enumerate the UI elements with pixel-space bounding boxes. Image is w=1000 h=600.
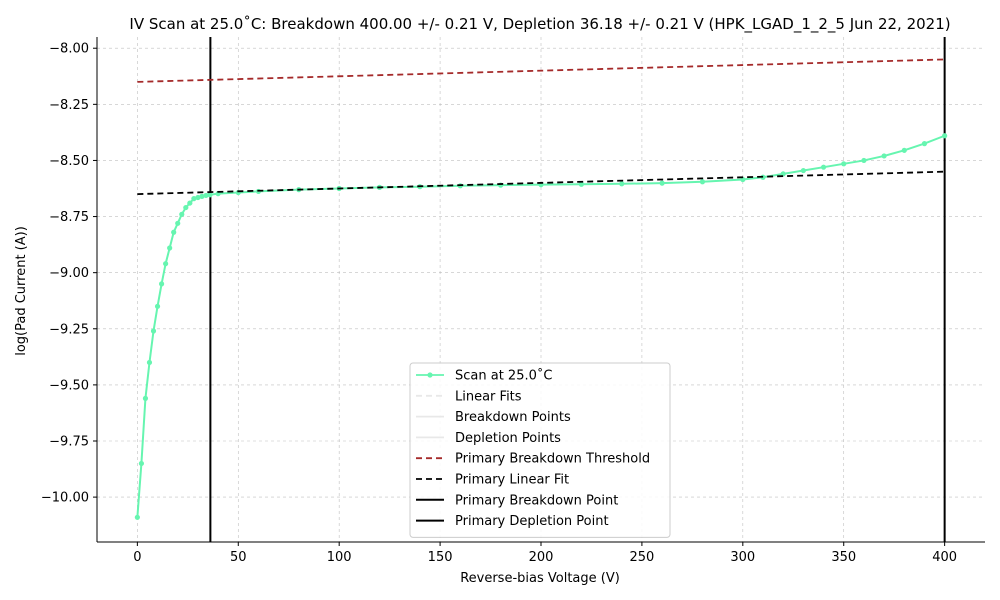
data-point bbox=[841, 161, 847, 167]
data-point bbox=[619, 181, 625, 187]
data-point bbox=[699, 179, 706, 185]
data-point bbox=[942, 133, 948, 139]
y-tick-label: −8.00 bbox=[49, 42, 89, 57]
data-point bbox=[158, 281, 165, 287]
x-tick-label: 400 bbox=[932, 550, 957, 565]
data-point bbox=[901, 147, 907, 153]
series-line-primary-linear-fit bbox=[137, 170, 945, 196]
data-point bbox=[921, 141, 928, 147]
chart-title: IV Scan at 25.0˚C: Breakdown 400.00 +/- … bbox=[129, 15, 950, 34]
legend-label: Breakdown Points bbox=[455, 410, 571, 425]
legend-label: Primary Depletion Point bbox=[455, 514, 609, 529]
x-tick-label: 0 bbox=[133, 550, 141, 565]
y-tick-label: −9.00 bbox=[49, 266, 89, 281]
data-point bbox=[881, 153, 887, 159]
legend-box bbox=[409, 362, 671, 538]
data-point bbox=[203, 192, 209, 199]
x-axis-label: Reverse-bias Voltage (V) bbox=[460, 571, 620, 586]
data-point bbox=[740, 176, 746, 183]
legend-label: Scan at 25.0˚C bbox=[455, 368, 552, 384]
data-point bbox=[175, 220, 181, 226]
y-tick-label: −10.00 bbox=[41, 491, 89, 506]
x-tick-label: 100 bbox=[327, 550, 352, 565]
legend: Scan at 25.0˚C Linear Fits Breakdown Point… bbox=[409, 362, 671, 538]
data-point bbox=[191, 196, 197, 202]
legend-label: Linear Fits bbox=[455, 389, 522, 404]
data-point bbox=[195, 194, 201, 201]
legend-marker bbox=[427, 372, 433, 378]
x-tick-label: 50 bbox=[230, 550, 247, 565]
data-point bbox=[142, 395, 149, 401]
series-line-primary-breakdown-threshold bbox=[137, 58, 945, 83]
data-point bbox=[154, 303, 161, 309]
x-tick-label: 200 bbox=[529, 550, 554, 565]
data-point bbox=[861, 157, 867, 164]
data-point bbox=[171, 229, 177, 235]
series-group bbox=[134, 58, 948, 520]
legend-label: Primary Linear Fit bbox=[455, 473, 569, 488]
x-tick-label: 150 bbox=[428, 550, 453, 565]
data-point bbox=[187, 200, 193, 206]
y-axis-label: log(Pad Current (A)) bbox=[14, 226, 29, 356]
x-tick-label: 250 bbox=[629, 550, 654, 565]
y-tick-label: −8.50 bbox=[49, 154, 89, 169]
x-tick-label: 300 bbox=[730, 550, 755, 565]
data-point bbox=[199, 193, 205, 199]
y-ticks: −8.00 −8.25 −8.50 −8.75 −9.00 −9.25 −9.50 −9.75… bbox=[41, 42, 97, 506]
legend-label: Depletion Points bbox=[455, 431, 561, 446]
y-tick-label: −9.50 bbox=[49, 378, 89, 393]
data-point bbox=[146, 359, 153, 366]
data-point bbox=[167, 245, 173, 251]
data-point bbox=[150, 328, 157, 334]
y-tick-label: −8.75 bbox=[49, 210, 89, 225]
data-point bbox=[659, 180, 665, 186]
x-ticks: 0 50 100 150 200 250 300 350 400 bbox=[133, 542, 957, 565]
data-point bbox=[138, 460, 144, 467]
legend-label: Primary Breakdown Threshold bbox=[455, 452, 650, 467]
data-point bbox=[163, 261, 169, 267]
data-point bbox=[800, 167, 806, 174]
y-tick-label: −9.25 bbox=[49, 322, 89, 337]
y-tick-label: −9.75 bbox=[49, 435, 89, 450]
vertical-lines bbox=[209, 37, 946, 542]
y-tick-label: −8.25 bbox=[49, 98, 89, 113]
data-point bbox=[207, 192, 213, 198]
data-point bbox=[183, 204, 189, 211]
legend-label: Primary Breakdown Point bbox=[455, 493, 618, 508]
data-point bbox=[820, 164, 827, 170]
data-point bbox=[179, 211, 185, 217]
data-point bbox=[780, 171, 786, 177]
x-tick-label: 350 bbox=[831, 550, 856, 565]
data-point bbox=[134, 514, 140, 520]
data-point bbox=[578, 181, 584, 187]
